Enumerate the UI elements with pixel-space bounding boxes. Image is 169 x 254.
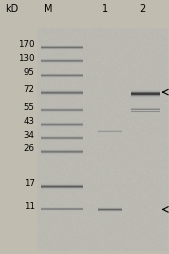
Bar (41, 94, 83, 95)
Bar (131, 97, 160, 98)
Bar (41, 89, 83, 90)
Bar (41, 93, 83, 94)
Bar (41, 188, 83, 189)
Bar (131, 98, 160, 99)
Text: 55: 55 (24, 103, 35, 112)
Bar (41, 95, 83, 96)
Text: kD: kD (5, 4, 18, 14)
Text: 43: 43 (24, 117, 35, 126)
Bar (41, 92, 83, 93)
Bar (41, 184, 83, 185)
Text: M: M (44, 4, 52, 14)
Text: 170: 170 (18, 40, 35, 49)
Bar (131, 92, 160, 93)
Bar (131, 89, 160, 90)
Bar (131, 94, 160, 95)
Bar (41, 187, 83, 188)
Text: 11: 11 (24, 202, 35, 211)
Bar (131, 89, 160, 90)
Bar (41, 91, 83, 92)
Text: 2: 2 (140, 4, 146, 14)
Bar (41, 186, 83, 187)
Bar (41, 183, 83, 184)
Text: 34: 34 (24, 131, 35, 140)
Bar (131, 95, 160, 96)
Bar (131, 96, 160, 97)
Bar (41, 184, 83, 185)
Bar (41, 95, 83, 96)
Bar (131, 93, 160, 94)
Bar (41, 90, 83, 91)
Text: 26: 26 (24, 144, 35, 153)
Text: 17: 17 (24, 179, 35, 188)
Text: 1: 1 (102, 4, 108, 14)
Bar (41, 183, 83, 184)
Bar (131, 90, 160, 91)
Bar (41, 91, 83, 92)
Bar (41, 93, 83, 94)
Text: 130: 130 (18, 54, 35, 63)
Bar (41, 89, 83, 90)
Bar (41, 185, 83, 186)
Bar (41, 92, 83, 93)
Bar (131, 94, 160, 95)
Bar (131, 91, 160, 92)
Bar (41, 94, 83, 95)
Bar (131, 91, 160, 92)
Bar (41, 189, 83, 190)
Bar (41, 90, 83, 91)
Bar (131, 93, 160, 94)
Bar (131, 96, 160, 97)
Text: 95: 95 (24, 68, 35, 77)
Text: 72: 72 (24, 85, 35, 94)
